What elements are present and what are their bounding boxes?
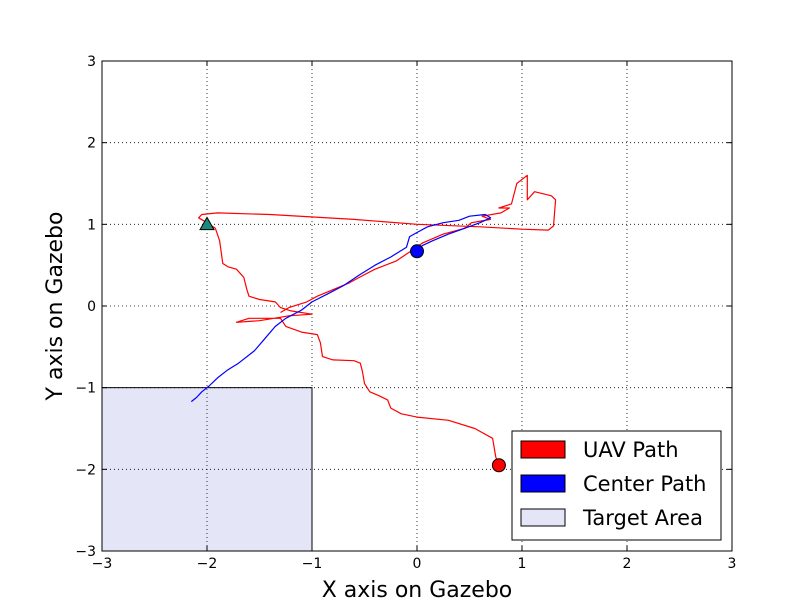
x-tick-label: −2: [197, 556, 218, 572]
legend-label: Target Area: [582, 506, 703, 530]
y-tick-label: −1: [75, 381, 96, 397]
y-tick-label: −3: [75, 544, 96, 560]
legend-swatch: [520, 508, 566, 527]
x-tick-label: −1: [302, 556, 323, 572]
x-tick-label: 1: [518, 556, 527, 572]
series-line-uav-path: [198, 174, 557, 466]
marker-uav-current: [491, 458, 506, 473]
y-axis-label: Y axis on Gazebo: [43, 212, 68, 402]
marker-center-current: [410, 244, 424, 259]
legend-label: Center Path: [583, 472, 707, 496]
x-tick-label: −3: [92, 556, 113, 572]
marker-start: [199, 216, 215, 231]
legend: UAV Path Center Path Target Area: [511, 430, 722, 541]
y-tick-label: 1: [87, 217, 96, 233]
legend-swatch: [520, 474, 566, 493]
y-tick-label: 3: [87, 54, 96, 70]
x-tick-label: 2: [623, 556, 632, 572]
legend-swatch: [520, 440, 566, 459]
y-tick-label: −2: [75, 462, 96, 478]
series-line-center-path: [190, 213, 492, 403]
y-tick-label: 2: [87, 136, 96, 152]
x-tick-label: 0: [413, 556, 422, 572]
y-tick-label: 0: [87, 299, 96, 315]
x-tick-label: 3: [728, 556, 737, 572]
x-axis-label: X axis on Gazebo: [322, 578, 513, 603]
legend-label: UAV Path: [583, 438, 679, 462]
